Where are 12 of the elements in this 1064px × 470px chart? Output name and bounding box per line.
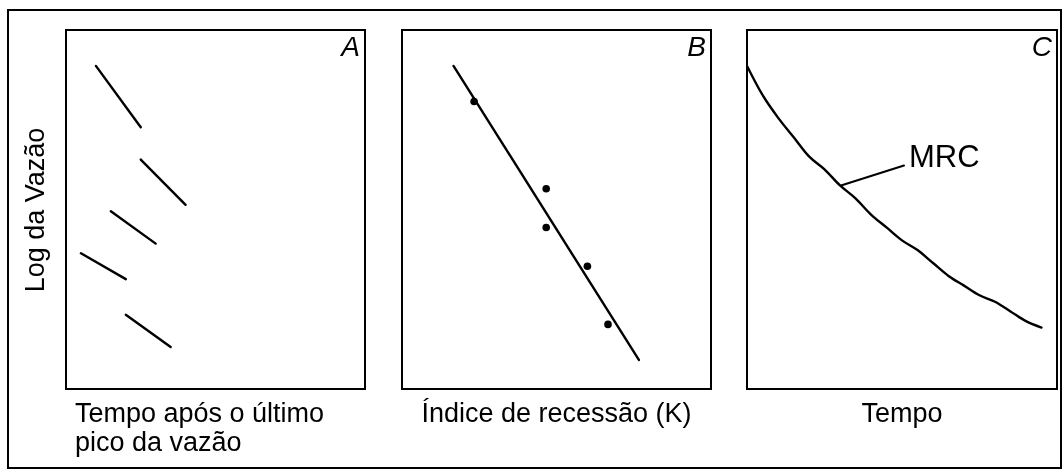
chart-title: B bbox=[687, 31, 706, 62]
point bbox=[583, 262, 592, 271]
point bbox=[542, 184, 550, 193]
chart-title: A bbox=[341, 31, 360, 62]
x-axis-title: Tempo após o último pico da vazão bbox=[75, 398, 326, 457]
point bbox=[470, 97, 478, 106]
x-axis-title: Tempo bbox=[860, 398, 944, 428]
x-axis-title: Índice de recessão (K) bbox=[420, 398, 693, 428]
annotation: MRC bbox=[909, 138, 980, 174]
y-axis-title: Log da Vazão bbox=[20, 127, 50, 292]
chart-title: C bbox=[1031, 31, 1052, 62]
point bbox=[604, 320, 612, 329]
